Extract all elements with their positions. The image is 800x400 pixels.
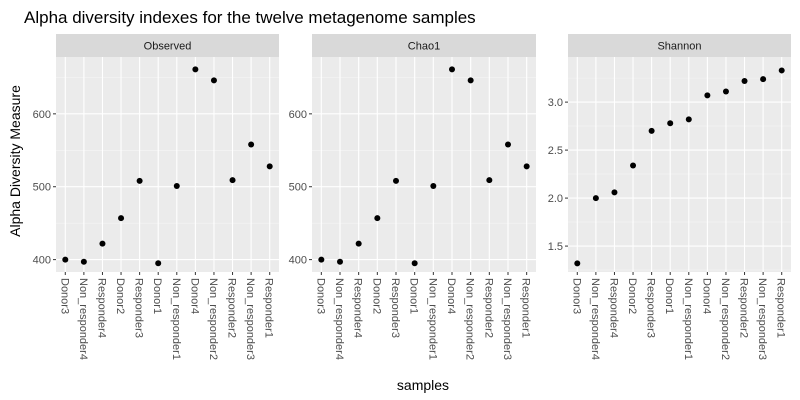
x-tick-label: Donor4 xyxy=(445,278,457,314)
x-tick-label: Non_responder4 xyxy=(77,278,89,360)
data-point xyxy=(648,127,655,134)
data-point xyxy=(778,67,785,74)
facet-strip-label: Observed xyxy=(144,41,192,53)
data-point xyxy=(355,240,362,247)
data-point xyxy=(62,256,69,263)
plot-panel-background xyxy=(568,57,791,272)
x-tick-label: Responder3 xyxy=(133,278,145,338)
x-axis-title: samples xyxy=(397,377,449,393)
y-tick-label: 600 xyxy=(289,109,307,121)
x-tick-label: Non_responder4 xyxy=(333,278,345,360)
data-point xyxy=(449,66,455,73)
x-tick-label: Non_responder3 xyxy=(244,278,256,360)
y-tick-label: 400 xyxy=(289,255,307,267)
data-point xyxy=(99,240,106,247)
data-point xyxy=(523,163,530,170)
x-tick-label: Responder4 xyxy=(352,278,364,338)
panel-shannon: Shannon 1.5 2.0 2.5 3.0 Donor3 Non_responder4 R… xyxy=(548,34,791,360)
chart-title: Alpha diversity indexes for the twelve m… xyxy=(24,8,476,27)
x-tick-label: Donor3 xyxy=(58,278,70,314)
data-point xyxy=(630,162,637,169)
facet-panels: Observed 400 500 600 Donor3 Non_responder4 Res… xyxy=(33,34,791,360)
x-tick-label: Responder1 xyxy=(263,278,275,338)
x-tick-label: Responder3 xyxy=(389,278,401,338)
data-point xyxy=(685,116,692,123)
x-tick-label: Donor2 xyxy=(626,278,638,314)
x-tick-label: Donor3 xyxy=(570,278,582,314)
x-tick-label: Non_responder4 xyxy=(589,278,601,360)
x-tick-label: Responder2 xyxy=(738,278,750,338)
y-tick-label: 500 xyxy=(289,182,307,194)
y-tick-label: 400 xyxy=(33,255,51,267)
x-tick-label: Donor4 xyxy=(700,278,712,314)
data-point xyxy=(760,76,767,83)
x-tick-label: Non_responder1 xyxy=(170,278,182,360)
x-tick-label: Donor1 xyxy=(408,278,420,314)
x-tick-label: Responder2 xyxy=(482,278,494,338)
panel-chao1: Chao1 400 500 600 Donor3 Non_responder4 Respon… xyxy=(289,34,536,360)
y-tick-label: 2.0 xyxy=(548,193,563,205)
x-tick-label: Donor2 xyxy=(370,278,382,314)
data-point xyxy=(80,258,87,265)
data-point xyxy=(318,256,325,263)
data-point xyxy=(118,215,125,222)
facet-strip xyxy=(312,34,536,57)
data-point xyxy=(704,92,711,99)
y-tick-label: 1.5 xyxy=(548,241,563,253)
y-tick-label: 2.5 xyxy=(548,145,563,157)
x-tick-label: Non_responder1 xyxy=(426,278,438,360)
plot-panel-background xyxy=(56,57,279,272)
x-tick-label: Non_responder3 xyxy=(756,278,768,360)
x-tick-label: Donor3 xyxy=(314,278,326,314)
facet-strip-label: Chao1 xyxy=(408,41,440,53)
x-tick-label: Donor2 xyxy=(114,278,126,314)
data-point xyxy=(592,195,599,202)
data-point xyxy=(136,177,143,184)
data-point xyxy=(574,260,581,267)
x-tick-label: Non_responder3 xyxy=(501,278,513,360)
data-point xyxy=(155,260,162,267)
x-tick-label: Non_responder2 xyxy=(207,278,219,360)
data-point xyxy=(248,141,255,148)
data-point xyxy=(722,88,729,95)
data-point xyxy=(486,177,493,184)
x-tick-label: Non_responder2 xyxy=(464,278,476,360)
panel-observed: Observed 400 500 600 Donor3 Non_responder4 Res… xyxy=(33,34,279,360)
x-tick-label: Donor1 xyxy=(663,278,675,314)
x-tick-label: Responder4 xyxy=(607,278,619,338)
x-tick-label: Responder1 xyxy=(775,278,787,338)
x-tick-label: Non_responder1 xyxy=(682,278,694,360)
data-point xyxy=(229,177,236,184)
x-tick-label: Donor1 xyxy=(151,278,163,314)
x-tick-label: Responder3 xyxy=(645,278,657,338)
data-point xyxy=(374,215,381,222)
data-point xyxy=(467,77,474,84)
y-axis-title: Alpha Diversity Measure xyxy=(7,85,23,237)
y-tick-label: 600 xyxy=(33,109,51,121)
x-tick-label: Responder4 xyxy=(95,278,107,338)
x-tick-label: Donor4 xyxy=(188,278,200,314)
plot-panel-background xyxy=(312,57,536,272)
x-tick-label: Non_responder2 xyxy=(719,278,731,360)
facet-strip xyxy=(56,34,279,57)
data-point xyxy=(192,66,199,73)
data-point xyxy=(505,141,511,148)
data-point xyxy=(741,77,748,84)
x-tick-label: Responder2 xyxy=(226,278,238,338)
data-point xyxy=(667,120,674,127)
data-point xyxy=(393,177,399,184)
data-point xyxy=(430,183,437,189)
data-point xyxy=(210,77,217,84)
data-point xyxy=(611,189,618,196)
y-tick-label: 500 xyxy=(33,182,51,194)
data-point xyxy=(266,163,273,170)
facet-strip xyxy=(568,34,791,57)
data-point xyxy=(337,258,343,265)
y-tick-label: 3.0 xyxy=(548,97,563,109)
x-tick-label: Responder1 xyxy=(520,278,532,338)
data-point xyxy=(411,260,418,267)
facet-strip-label: Shannon xyxy=(657,41,701,53)
data-point xyxy=(173,183,180,189)
